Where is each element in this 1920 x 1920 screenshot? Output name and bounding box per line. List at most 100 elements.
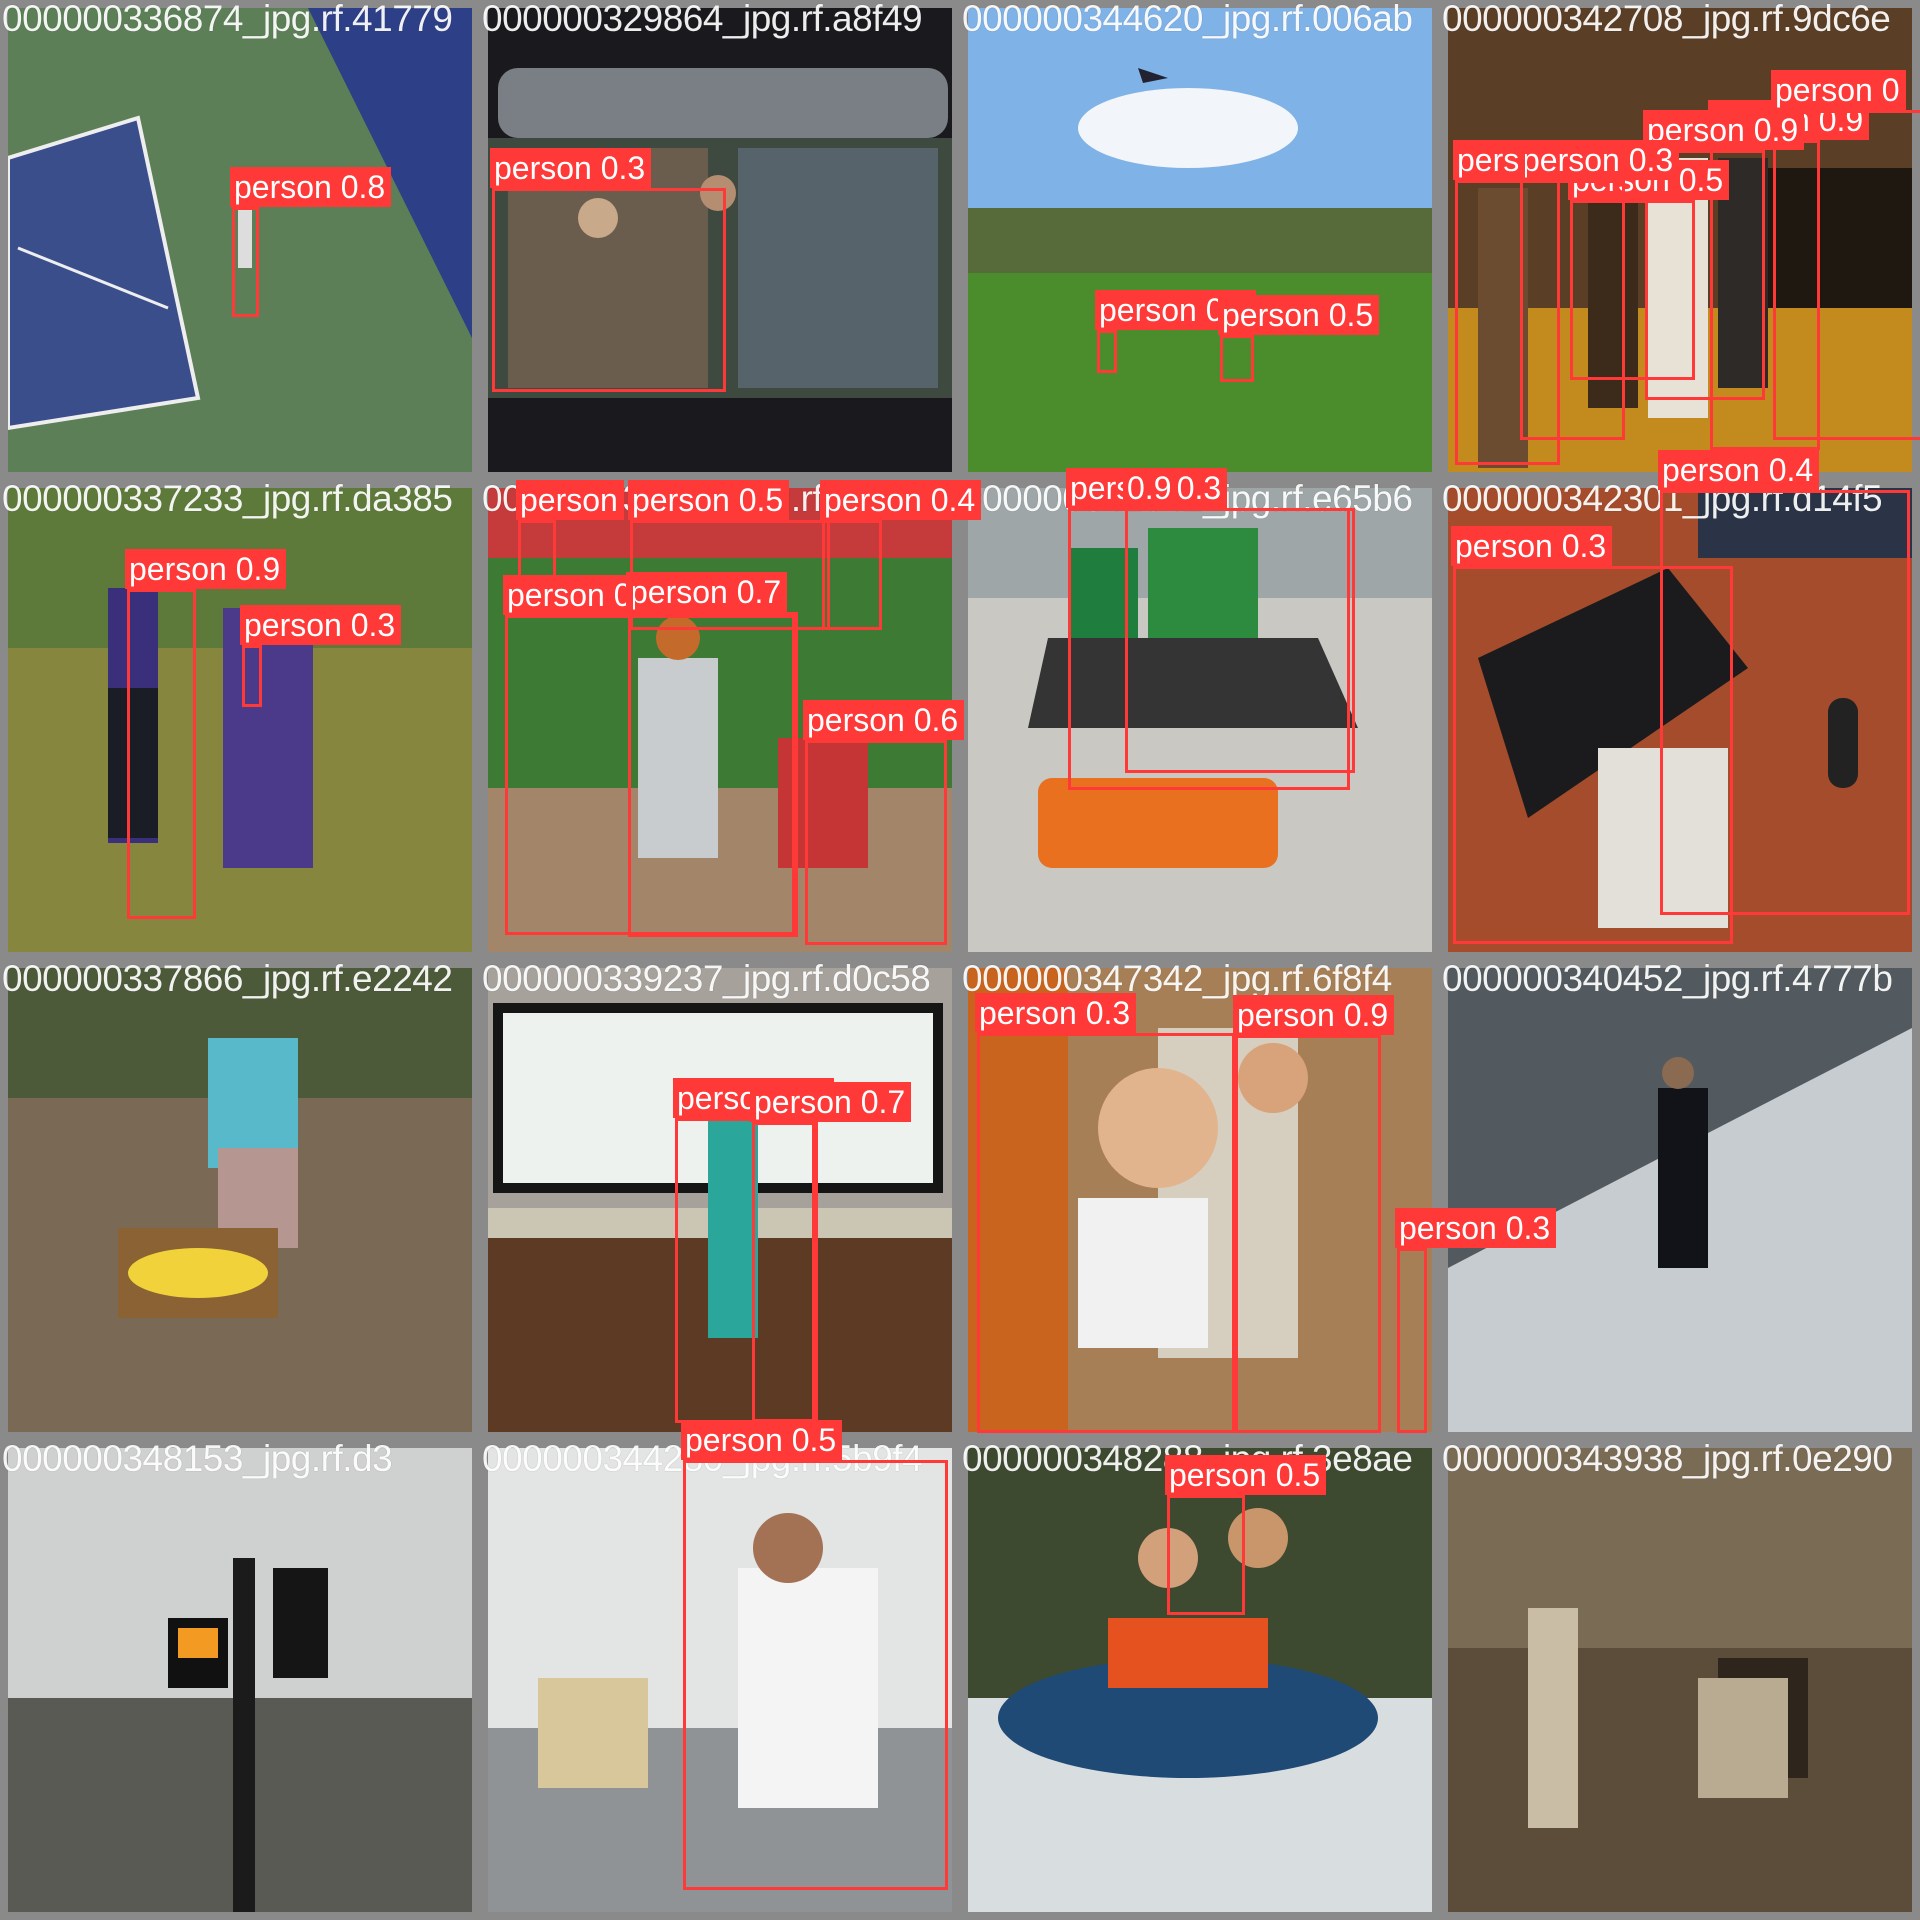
detection-label: person 0.8 xyxy=(230,167,392,207)
image-tile: 000000336874_jpg.rf.41779 xyxy=(0,0,480,480)
tile-photo xyxy=(1448,968,1912,1432)
tile-photo xyxy=(968,968,1432,1432)
detection-label: person 0.5 xyxy=(681,1420,843,1460)
bounding-box xyxy=(127,589,196,919)
bounding-box xyxy=(1397,1248,1427,1433)
detection-label: person 0.5 xyxy=(1165,1455,1327,1495)
bounding-box xyxy=(977,1033,1235,1433)
bounding-box xyxy=(1125,508,1355,773)
detection: person 0.3 xyxy=(490,148,726,392)
photo-kids xyxy=(968,968,1432,1432)
tile-filename: 000000339237_jpg.rf.d0c58 xyxy=(482,960,931,999)
tile-filename: 000000347342_jpg.rf.6f8f4 xyxy=(962,960,1392,999)
tile-filename: 000000337233_jpg.rf.da385 xyxy=(2,480,453,519)
detection: person 0.3 xyxy=(975,993,1235,1433)
image-tile: 000000344620_jpg.rf.006ab xyxy=(960,0,1440,480)
tile-photo xyxy=(8,8,472,472)
bounding-box xyxy=(1167,1495,1245,1615)
tile-photo xyxy=(488,1448,952,1912)
image-tile: 000000347342_jpg.rf.6f8f4 xyxy=(960,960,1440,1440)
bounding-box xyxy=(232,207,259,317)
bounding-box xyxy=(492,188,726,392)
detection: person 0.6 xyxy=(803,700,965,945)
detection-label: person 0.7 xyxy=(626,572,788,612)
photo-tennis xyxy=(8,8,472,472)
photo-traffic xyxy=(8,1448,472,1912)
tile-photo xyxy=(8,968,472,1432)
detection: person 0.3 xyxy=(1518,140,1680,440)
detection: person 0.7 xyxy=(626,572,798,937)
bounding-box xyxy=(505,615,795,935)
detection: person 0.4 xyxy=(820,480,982,630)
bounding-box xyxy=(1220,335,1254,382)
tile-photo xyxy=(1448,8,1912,472)
bounding-box xyxy=(628,612,798,937)
image-tile: 000000348153_jpg.rf.d3 xyxy=(0,1440,480,1920)
tile-photo xyxy=(968,1448,1432,1912)
detection-label: person 0.9 xyxy=(125,549,287,589)
bounding-box xyxy=(1097,330,1117,373)
image-tile: 000000348288_jpg.rf.3e8ae xyxy=(960,1440,1440,1920)
detection-label: person xyxy=(516,480,624,520)
bounding-box xyxy=(805,740,947,945)
detection-label: person 0.3 xyxy=(240,605,402,645)
detection-label: person 0.5 xyxy=(628,480,790,520)
image-tile: 000000340452_jpg.rf.4777b xyxy=(1440,960,1920,1440)
bounding-box xyxy=(1570,200,1695,380)
detection-label: person 0.9 xyxy=(1643,110,1805,150)
detection: person 0.6 xyxy=(1095,290,1257,373)
bounding-box xyxy=(752,1122,818,1422)
bounding-box xyxy=(822,520,882,630)
bounding-box xyxy=(630,520,830,630)
photo-surf xyxy=(1448,968,1912,1432)
photo-market xyxy=(8,968,472,1432)
photo-park xyxy=(968,8,1432,472)
detection: person xyxy=(516,480,624,580)
detection-label: pers xyxy=(1453,140,1526,180)
detection: person 0.4 xyxy=(1658,450,1910,915)
tile-filename: 000000348153_jpg.rf.d3 xyxy=(2,1440,393,1479)
detection: person 0.5 xyxy=(1218,295,1380,382)
bounding-box xyxy=(1455,180,1560,465)
detection-label: person 0.5 xyxy=(1218,295,1380,335)
detection: 0.9 xyxy=(1123,468,1355,773)
image-tile: 000000337866_jpg.rf.e2242 xyxy=(0,960,480,1440)
photo-chef xyxy=(488,1448,952,1912)
tile-photo xyxy=(8,1448,472,1912)
detection-label: person 0.4 xyxy=(820,480,982,520)
bounding-box xyxy=(1773,110,1920,440)
bounding-box xyxy=(1520,180,1625,440)
detection: person 0.9 xyxy=(125,549,287,919)
bounding-box xyxy=(1235,1035,1381,1433)
bounding-box xyxy=(683,1460,948,1890)
detection: person 0.3 xyxy=(1395,1208,1557,1433)
detection-label: person 0.3 xyxy=(1451,526,1613,566)
detection: person 0 xyxy=(1771,70,1920,440)
photo-raft xyxy=(968,1448,1432,1912)
image-tile: 000000341642_jpg.rf.e65b6 xyxy=(960,480,1440,960)
detection: person 0.8 xyxy=(230,167,392,317)
detection: person 0.5 xyxy=(1165,1455,1327,1615)
detection-label: person 0.9 xyxy=(1233,995,1395,1035)
tile-filename: 000000340452_jpg.rf.4777b xyxy=(1442,960,1893,999)
tile-filename: 000000342708_jpg.rf.9dc6e xyxy=(1442,0,1891,39)
detection: person 0.3 xyxy=(1451,526,1733,944)
detection-label: person 0.4 xyxy=(1658,450,1820,490)
tile-photo xyxy=(968,8,1432,472)
tile-filename: 000000344620_jpg.rf.006ab xyxy=(962,0,1413,39)
tile-filename: 000000329864_jpg.rf.a8f49 xyxy=(482,0,923,39)
detection: person 0.9 xyxy=(1643,110,1805,400)
tile-filename: 000000336874_jpg.rf.41779 xyxy=(2,0,453,39)
detection-label: 0.9 xyxy=(1123,468,1178,508)
detection: person 0.3 xyxy=(240,605,402,707)
detection: person 0.7 xyxy=(750,1082,912,1422)
image-tile: 000000329864_jpg.rf.a8f49 xyxy=(480,0,960,480)
image-tile: 000000343938_jpg.rf.0e290 xyxy=(1440,1440,1920,1920)
bounding-box xyxy=(1645,150,1765,400)
detection-label: person 0.3 xyxy=(1518,140,1680,180)
detection-label: person 0.6 xyxy=(803,700,965,740)
tile-filename: 000000337866_jpg.rf.e2242 xyxy=(2,960,453,999)
bounding-box xyxy=(1660,490,1910,915)
tile-photo xyxy=(1448,1448,1912,1912)
